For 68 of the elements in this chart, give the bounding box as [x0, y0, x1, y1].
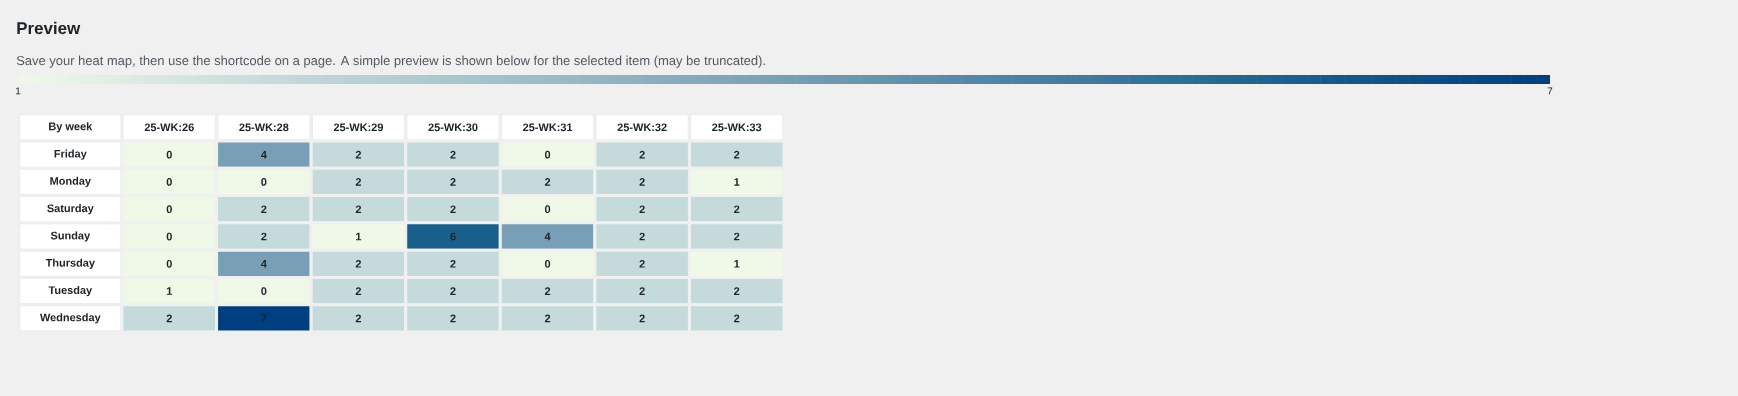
data-label: 2 [450, 287, 456, 295]
data-label: 2 [450, 259, 456, 268]
data-label: 2 [639, 287, 645, 295]
data-label: 2 [355, 205, 362, 214]
data-label: 2 [639, 205, 645, 214]
color-bar-label: 7 [1547, 87, 1553, 95]
y-tick-label: Thursday [45, 258, 95, 269]
data-label: 2 [355, 314, 362, 323]
data-label: 2 [639, 178, 645, 186]
data-label: 0 [544, 259, 551, 268]
data-label: 2 [355, 150, 362, 159]
data-label: 2 [450, 314, 456, 323]
color-bar-label: 1 [16, 87, 21, 95]
x-tick-label: 25-WK:32 [617, 123, 667, 132]
data-label: 1 [356, 232, 362, 241]
data-label: 4 [260, 260, 267, 268]
data-label: 2 [261, 205, 267, 214]
x-tick-label: 25-WK:33 [712, 123, 762, 132]
data-label: 4 [260, 150, 267, 159]
data-label: 2 [355, 259, 362, 268]
data-label: 2 [355, 178, 362, 186]
data-label: 0 [544, 150, 551, 159]
data-label: 2 [734, 205, 740, 214]
x-tick-label: 25-WK:28 [239, 123, 289, 132]
data-label: 2 [450, 178, 456, 186]
data-label: 0 [166, 205, 172, 214]
data-label: 2 [734, 314, 740, 323]
data-label: 2 [544, 314, 551, 323]
x-tick-label: 25-WK:26 [144, 123, 194, 132]
chart-title: Preview [17, 21, 81, 35]
data-label: 2 [544, 287, 551, 295]
data-label: 0 [544, 205, 551, 214]
data-label: 2 [734, 232, 740, 241]
data-label: 6 [450, 232, 456, 241]
data-label: 1 [166, 287, 173, 295]
data-label: 4 [544, 232, 551, 241]
data-label: 1 [734, 178, 740, 186]
y-tick-label: Sunday [50, 231, 91, 242]
data-label: 2 [734, 150, 740, 159]
data-label: 0 [166, 259, 172, 268]
x-tick-label: 25-WK:29 [333, 123, 383, 132]
y-tick-label: Tuesday [48, 285, 93, 297]
data-label: 2 [639, 259, 645, 268]
y-tick-label: Saturday [47, 204, 94, 215]
data-label: 1 [734, 260, 740, 268]
y-tick-label: Wednesday [39, 313, 101, 324]
data-label: 2 [355, 287, 362, 295]
x-tick-label: 25-WK:30 [428, 123, 478, 132]
x-axis-title: By week [49, 122, 93, 133]
data-label: 2 [544, 178, 551, 186]
data-label: 0 [166, 232, 172, 241]
y-tick-label: Monday [50, 176, 91, 188]
y-tick-label: Friday [54, 149, 87, 160]
data-label: 2 [166, 314, 172, 323]
data-label: 2 [450, 150, 456, 159]
data-label: 2 [261, 232, 267, 241]
chart-subtitle: Save your heat map, then use the shortcode on a page. A simple preview is shown below for the selected item (may be truncated). [16, 55, 765, 68]
data-label: 0 [166, 150, 172, 159]
data-label: 0 [261, 287, 267, 295]
data-label: 2 [450, 205, 456, 214]
data-label: 2 [639, 314, 645, 323]
data-label: 7 [261, 314, 267, 323]
data-label: 2 [734, 287, 740, 295]
data-label: 2 [639, 150, 645, 159]
data-label: 0 [261, 178, 267, 186]
data-label: 0 [166, 178, 172, 186]
data-label: 2 [639, 232, 645, 241]
x-tick-label: 25-WK:31 [522, 123, 573, 132]
